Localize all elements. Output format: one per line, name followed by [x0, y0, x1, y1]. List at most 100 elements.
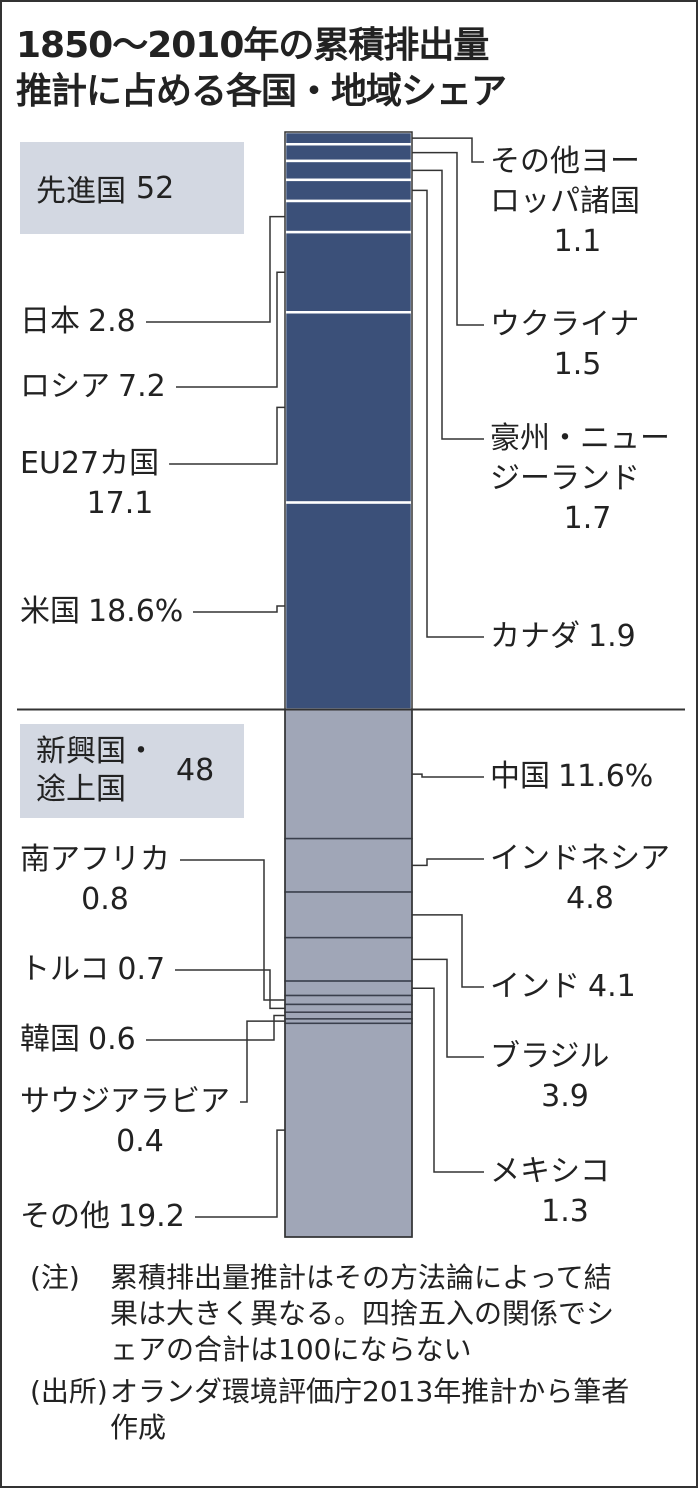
leader-line	[240, 1020, 285, 1103]
segment-name: EU27カ国	[20, 446, 160, 481]
segment-value: 11.6%	[558, 759, 654, 794]
segment-label: その他 19.2	[20, 1197, 185, 1237]
segment-value: 3.9	[541, 1079, 589, 1114]
segment-value: 1.7	[563, 501, 612, 536]
leader-line	[169, 406, 285, 465]
segment-label: カナダ 1.9	[490, 617, 636, 657]
leader-line	[412, 858, 484, 867]
segment-label: 豪州・ニュージーランド 1.7	[490, 419, 685, 539]
segment	[284, 837, 413, 893]
segment-name: インドネシア	[490, 841, 670, 876]
segment-value: 0.6	[88, 1022, 136, 1057]
segment-name: 南アフリカ	[20, 842, 170, 877]
segment-value: 18.6%	[88, 594, 184, 629]
segment-label: 中国 11.6%	[490, 757, 653, 797]
leader-line	[412, 151, 484, 326]
leader-line	[412, 189, 484, 638]
segment-label: EU27カ国 17.1	[20, 444, 220, 524]
segment-name: メキシコ	[490, 1154, 610, 1189]
segment-label: メキシコ 1.3	[490, 1152, 640, 1232]
segment-name: 米国	[20, 594, 80, 629]
segment-value: 1.3	[541, 1194, 589, 1229]
segment-value: 17.1	[86, 486, 154, 521]
group-label: 先進国 52	[20, 142, 244, 234]
segment-value: 4.1	[588, 969, 636, 1004]
segment-value: 7.2	[118, 369, 166, 404]
chart-title: 1850〜2010年の累積排出量	[16, 25, 489, 66]
group-name: 新興国・途上国	[36, 733, 156, 807]
leader-line	[195, 1129, 285, 1218]
segment-name: 中国	[490, 759, 550, 794]
note-label: (注)	[30, 1261, 80, 1294]
bar-outline	[284, 131, 413, 1238]
segment-label: ロシア 7.2	[20, 367, 166, 407]
segment	[284, 980, 413, 997]
segment-label: 南アフリカ 0.8	[20, 840, 190, 920]
segment	[284, 1022, 413, 1238]
note: (注) 累積排出量推計はその方法論によって結果は大きく異なる。四捨五入の関係でシェ…	[30, 1260, 630, 1368]
segment	[284, 1011, 413, 1020]
segment-value: 0.8	[81, 882, 129, 917]
leader-line	[412, 137, 484, 163]
segment-name: ロシア	[20, 369, 110, 404]
segment-name: 豪州・ニュージーランド	[490, 421, 670, 496]
leader-line	[180, 859, 285, 1001]
note: (出所) オランダ環境評価庁2013年推計から筆者作成	[30, 1374, 630, 1446]
segment-label: 米国 18.6%	[20, 592, 183, 632]
segment	[283, 159, 414, 182]
segment	[283, 501, 414, 711]
segment	[284, 1003, 413, 1013]
segment-value: 0.7	[117, 952, 166, 987]
segment-label: サウジアラビア 0.4	[20, 1082, 260, 1162]
leader-line	[146, 215, 285, 323]
leader-line	[412, 914, 484, 988]
leader-line	[176, 271, 285, 388]
segment	[284, 891, 413, 939]
segment-name: トルコ	[20, 952, 110, 987]
segment-label: その他ヨーロッパ諸国 1.1	[490, 142, 665, 262]
segment-value: 2.8	[88, 304, 136, 339]
group-value: 52	[136, 170, 175, 206]
segment	[283, 230, 414, 314]
leader-line	[412, 987, 484, 1173]
segment-value: 4.8	[566, 881, 614, 916]
segment-label: 日本 2.8	[20, 302, 136, 342]
segment	[283, 311, 414, 504]
segment	[283, 178, 414, 203]
group-label: 新興国・途上国 48	[20, 723, 244, 818]
segment	[284, 936, 413, 982]
segment-label: 韓国 0.6	[20, 1020, 136, 1060]
segment-value: 0.4	[116, 1124, 164, 1159]
segment-name: サウジアラビア	[20, 1084, 230, 1119]
note-text: オランダ環境評価庁2013年推計から筆者作成	[110, 1375, 630, 1444]
segment-label: ブラジル 3.9	[490, 1037, 640, 1117]
chart-title: 推計に占める各国・地域シェア	[16, 71, 507, 112]
leader-line	[193, 605, 285, 613]
group-name: 先進国	[36, 174, 126, 209]
segment-name: インド	[490, 969, 580, 1004]
note-text: 累積排出量推計はその方法論によって結果は大きく異なる。四捨五入の関係でシェアの合…	[110, 1261, 615, 1366]
segment-value: 1.9	[588, 619, 636, 654]
segment-value: 1.1	[553, 224, 602, 259]
segment-label: インドネシア 4.8	[490, 839, 690, 919]
segment-label: トルコ 0.7	[20, 950, 165, 990]
leader-line	[412, 169, 484, 440]
note-label: (出所)	[30, 1375, 108, 1408]
segment-name: ウクライナ	[490, 307, 640, 342]
segment	[284, 708, 413, 840]
leader-line	[412, 773, 484, 778]
segment-value: 19.2	[118, 1199, 185, 1234]
segment-name: カナダ	[490, 619, 580, 654]
segment-name: 日本	[20, 304, 80, 339]
leader-line	[175, 969, 285, 1010]
leader-line	[412, 958, 484, 1058]
segment-label: ウクライナ 1.5	[490, 305, 665, 385]
segment	[284, 994, 413, 1006]
segment-name: その他	[20, 1199, 110, 1234]
segment-label: インド 4.1	[490, 967, 636, 1007]
segment	[283, 130, 414, 146]
leader-line	[146, 1014, 285, 1041]
segment-value: 1.5	[553, 347, 602, 382]
group-value: 48	[176, 753, 215, 789]
